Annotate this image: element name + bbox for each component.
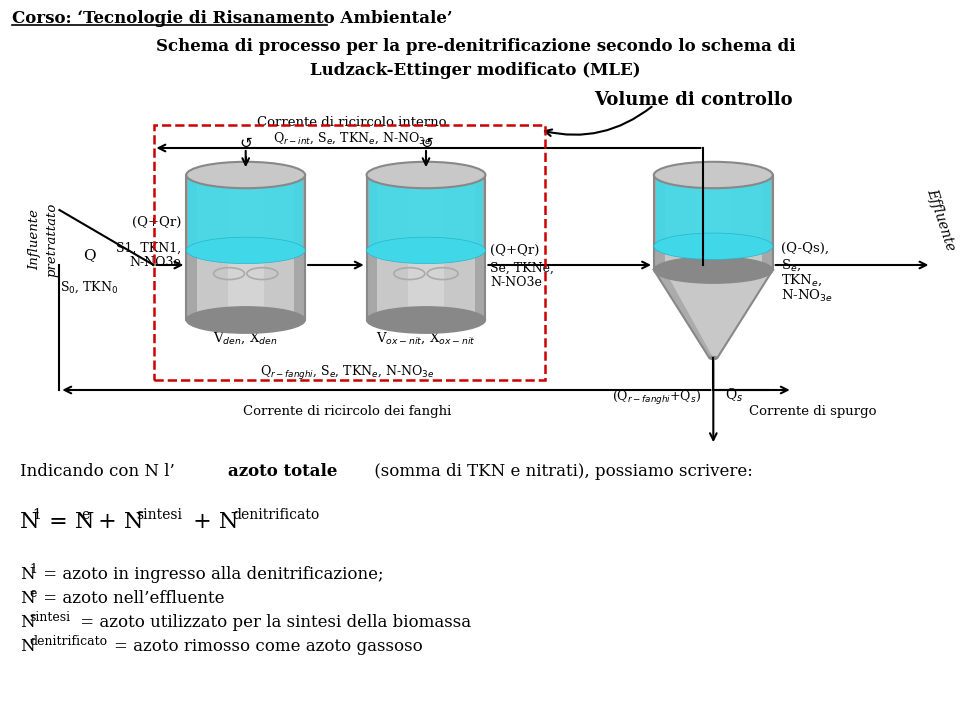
Text: + N: + N <box>91 511 144 533</box>
Text: = N: = N <box>41 511 94 533</box>
Ellipse shape <box>654 233 773 259</box>
Text: Indicando con N l’: Indicando con N l’ <box>20 463 175 480</box>
Text: (Q+Qr): (Q+Qr) <box>491 244 540 256</box>
Text: (Q+Qr): (Q+Qr) <box>132 216 181 229</box>
Bar <box>295 175 305 320</box>
Ellipse shape <box>367 237 486 263</box>
Text: denitrificato: denitrificato <box>231 508 319 522</box>
Text: V$_{den}$, X$_{den}$: V$_{den}$, X$_{den}$ <box>213 330 278 346</box>
Text: Q$_s$: Q$_s$ <box>725 387 744 404</box>
Bar <box>762 175 773 270</box>
Bar <box>228 175 264 320</box>
Bar <box>654 175 773 270</box>
Text: = azoto utilizzato per la sintesi della biomassa: = azoto utilizzato per la sintesi della … <box>75 614 471 631</box>
Text: Ludzack-Ettinger modificato (MLE): Ludzack-Ettinger modificato (MLE) <box>310 62 641 79</box>
Text: e: e <box>30 587 37 600</box>
Text: (Q-Qs),: (Q-Qs), <box>780 241 828 254</box>
Text: + N: + N <box>186 511 239 533</box>
Ellipse shape <box>186 237 305 263</box>
Polygon shape <box>654 270 773 358</box>
Bar <box>367 175 377 320</box>
Text: = azoto in ingresso alla denitrificazione;: = azoto in ingresso alla denitrificazion… <box>37 566 383 583</box>
Ellipse shape <box>654 257 773 283</box>
Text: Influente: Influente <box>28 209 41 271</box>
Bar <box>154 125 545 380</box>
Bar <box>656 175 771 246</box>
Ellipse shape <box>186 162 305 188</box>
Text: = azoto nell’effluente: = azoto nell’effluente <box>37 590 224 607</box>
Text: sintesi: sintesi <box>136 508 182 522</box>
Text: N-NO3e: N-NO3e <box>491 276 542 290</box>
Text: Q: Q <box>83 248 95 262</box>
Text: $\circlearrowleft$: $\circlearrowleft$ <box>418 136 434 151</box>
Text: N: N <box>20 511 39 533</box>
Bar <box>188 175 303 251</box>
Bar <box>654 175 664 270</box>
Text: S$_e$,: S$_e$, <box>780 257 801 273</box>
Bar <box>695 175 732 270</box>
Ellipse shape <box>367 162 486 188</box>
Text: = azoto rimosso come azoto gassoso: = azoto rimosso come azoto gassoso <box>114 638 422 655</box>
Text: N-NO$_{3e}$: N-NO$_{3e}$ <box>780 288 832 304</box>
Text: $\circlearrowleft$: $\circlearrowleft$ <box>237 136 254 151</box>
Text: Corrente di spurgo: Corrente di spurgo <box>749 406 876 419</box>
Text: (somma di TKN e nitrati), possiamo scrivere:: (somma di TKN e nitrati), possiamo scriv… <box>369 463 753 480</box>
Bar <box>186 175 197 320</box>
Bar <box>475 175 486 320</box>
Text: 1: 1 <box>33 508 41 522</box>
Text: Schema di processo per la pre-denitrificazione secondo lo schema di: Schema di processo per la pre-denitrific… <box>156 38 795 55</box>
Text: denitrificato: denitrificato <box>30 635 108 648</box>
Text: sintesi: sintesi <box>30 611 71 624</box>
Text: (Q$_{r-fanghi}$+Q$_s$): (Q$_{r-fanghi}$+Q$_s$) <box>612 389 702 407</box>
Text: Q$_{r-fanghi}$, S$_e$, TKN$_e$, N-NO$_{3e}$: Q$_{r-fanghi}$, S$_e$, TKN$_e$, N-NO$_{3… <box>259 364 434 382</box>
Text: N: N <box>20 566 35 583</box>
Polygon shape <box>654 270 713 358</box>
Text: N: N <box>20 614 35 631</box>
Text: Corrente di ricircolo interno: Corrente di ricircolo interno <box>257 115 446 128</box>
Text: Q$_{r-int}$, S$_e$, TKN$_e$, N-NO$_{3e}$: Q$_{r-int}$, S$_e$, TKN$_e$, N-NO$_{3e}$ <box>273 130 431 146</box>
Text: Volume di controllo: Volume di controllo <box>594 91 793 109</box>
Text: N-NO3e: N-NO3e <box>130 256 181 270</box>
Bar <box>186 175 305 320</box>
Text: Se, TKNe,: Se, TKNe, <box>491 261 554 275</box>
Ellipse shape <box>709 357 717 360</box>
Bar <box>367 175 486 320</box>
Ellipse shape <box>367 307 486 333</box>
Bar <box>408 175 444 320</box>
Text: N: N <box>20 638 35 655</box>
Text: pretrattato: pretrattato <box>45 203 58 277</box>
Text: N: N <box>20 590 35 607</box>
Text: azoto totale: azoto totale <box>228 463 337 480</box>
Text: 1: 1 <box>30 563 37 576</box>
Text: V$_{ox-nit}$, X$_{ox-nit}$: V$_{ox-nit}$, X$_{ox-nit}$ <box>376 330 476 346</box>
Text: Effluente: Effluente <box>924 187 958 253</box>
Text: e: e <box>82 508 89 522</box>
Text: Corso: ‘Tecnologie di Risanamento Ambientale’: Corso: ‘Tecnologie di Risanamento Ambien… <box>12 10 452 27</box>
Text: S1, TKN1,: S1, TKN1, <box>116 241 181 254</box>
Ellipse shape <box>186 307 305 333</box>
Ellipse shape <box>654 162 773 188</box>
Text: S$_0$, TKN$_0$: S$_0$, TKN$_0$ <box>60 280 118 295</box>
Text: Corrente di ricircolo dei fanghi: Corrente di ricircolo dei fanghi <box>243 406 451 419</box>
Text: TKN$_e$,: TKN$_e$, <box>780 272 822 288</box>
Bar <box>369 175 484 251</box>
